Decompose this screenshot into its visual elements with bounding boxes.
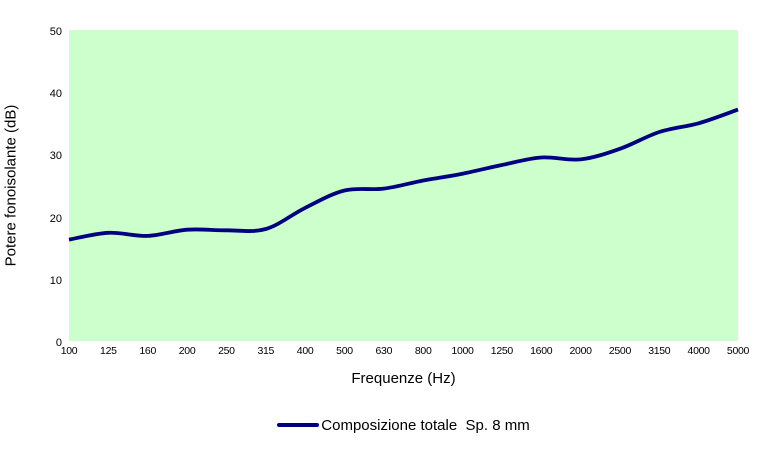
- x-tick-label: 125: [100, 345, 117, 357]
- x-tick-label: 5000: [726, 345, 750, 357]
- x-tick-label: 2000: [569, 345, 592, 357]
- x-tick-label: 160: [139, 345, 157, 357]
- y-tick-label: 30: [49, 150, 62, 163]
- x-tick-label: 1250: [490, 345, 513, 357]
- line-series-svg: [68, 107, 739, 242]
- x-tick-label: 1600: [530, 345, 553, 357]
- x-tick-label: 100: [60, 345, 78, 357]
- series-path: [68, 107, 739, 242]
- y-tick-label: 40: [49, 88, 62, 101]
- plot-area: [68, 30, 739, 341]
- x-axis-title: Frequenze (Hz): [351, 370, 456, 387]
- x-tick-label: 315: [257, 345, 275, 357]
- x-tick-label: 400: [296, 345, 314, 357]
- y-tick-label: 0: [55, 337, 62, 349]
- x-tick-label: 800: [414, 345, 432, 357]
- x-tick-label: 630: [375, 345, 393, 357]
- x-tick-label: 4000: [687, 345, 710, 357]
- x-tick-label: 3150: [648, 345, 671, 357]
- x-tick-label: 250: [218, 345, 235, 357]
- x-tick-label: 200: [178, 345, 196, 357]
- x-tick-label: 500: [336, 345, 353, 357]
- legend-series-label: Composizione totale Sp. 8 mm: [321, 416, 530, 434]
- y-axis-title-text: Potere fonoisolante (dB): [2, 104, 20, 266]
- x-tick-label: 1000: [451, 345, 474, 357]
- y-tick-label: 10: [49, 274, 62, 287]
- legend-line-marker: [277, 423, 320, 427]
- y-tick-label: 20: [49, 212, 62, 225]
- y-tick-label: 50: [49, 26, 62, 38]
- legend: Composizione totale Sp. 8 mm: [69, 413, 738, 437]
- x-tick-label: 2500: [608, 345, 632, 357]
